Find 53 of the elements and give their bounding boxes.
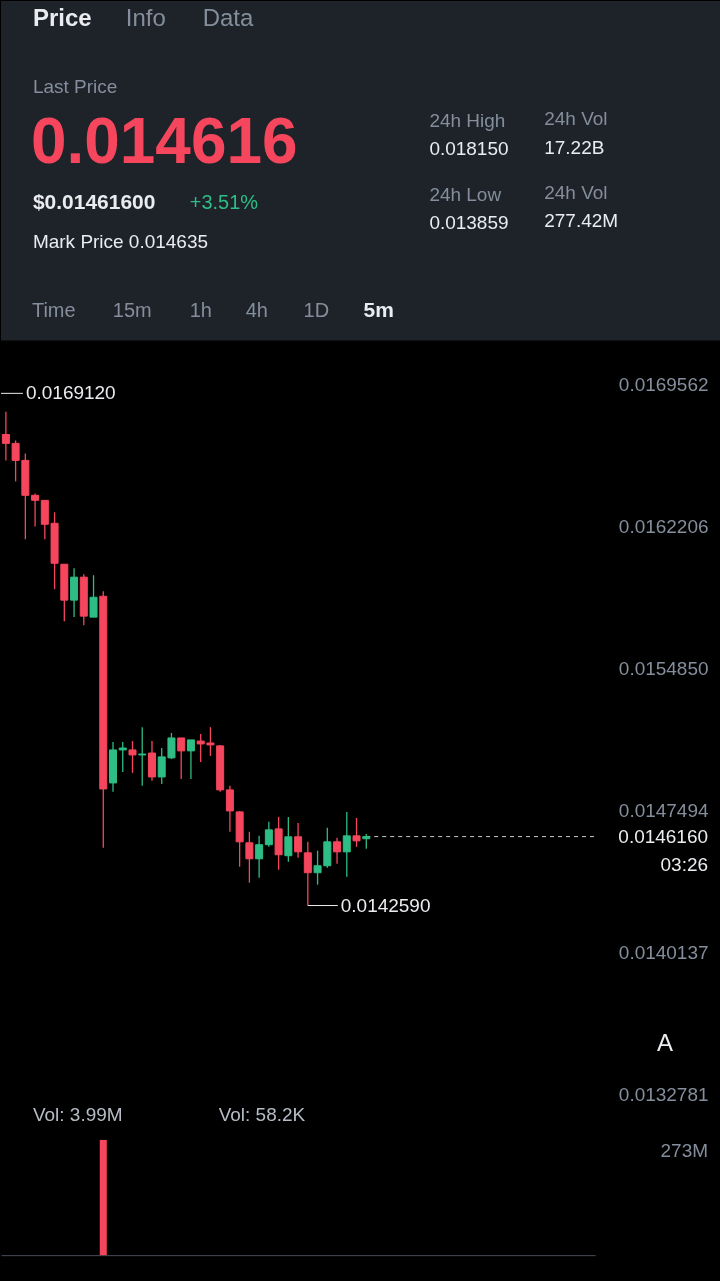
text: 24h Vol [544,181,608,203]
text: Price [32,3,92,31]
candlestick [294,822,303,859]
candlestick [255,835,264,879]
candlestick [264,821,273,848]
text: $0.01461600 [32,189,156,213]
text: 15m [112,299,152,322]
text: Vol: 3.99M [32,1104,123,1126]
text: 277.42M [544,209,619,231]
text: 0.013859 [429,211,509,233]
candlestick [342,811,351,878]
text: 24h Low [429,183,502,205]
text: 0.018150 [429,137,509,159]
y-tick-label: 0.0154850 [618,658,709,680]
text: 0.014616 [30,104,298,177]
y-tick-label: 0.0147494 [618,800,709,822]
text: 03:26 [660,853,709,875]
candlestick [118,741,127,773]
candlestick [147,740,156,782]
text: Vol: 58.2K [218,1104,306,1126]
text: +3.51% [189,190,259,213]
y-tick-label: 0.0162206 [618,516,709,538]
candlestick [333,837,342,865]
candlestick [186,739,195,780]
candlestick [128,740,137,774]
text: Mark Price 0.014635 [32,230,208,252]
text: 1h [189,299,212,322]
candlestick [303,841,312,907]
text: Time [31,299,76,322]
annotation: 0.0169120 [25,382,116,404]
candlestick [245,831,254,884]
text: Data [202,3,254,31]
candlestick [284,816,293,863]
y-tick-label: 0.0132781 [618,1084,709,1106]
candlestick [177,737,186,780]
annotation: 0.0142590 [340,894,431,916]
y-tick-label: 0.0169562 [618,374,709,396]
text: Last Price [32,75,118,97]
text: 17.22B [544,136,605,158]
text: 4h [245,299,268,322]
candlestick [138,726,147,787]
text: A [657,1029,674,1057]
text: 24h Vol [544,107,608,129]
candlestick [70,567,79,618]
candlestick [89,574,98,618]
text: 273M [660,1140,709,1162]
candlestick [352,817,361,848]
y-tick-label: 0.0140137 [618,942,709,964]
text: 1D [303,299,330,322]
text: 24h High [429,109,506,131]
ref-line-label: 0.0146160 [618,825,709,847]
text: 5m [363,298,394,322]
text: Info [125,3,166,31]
